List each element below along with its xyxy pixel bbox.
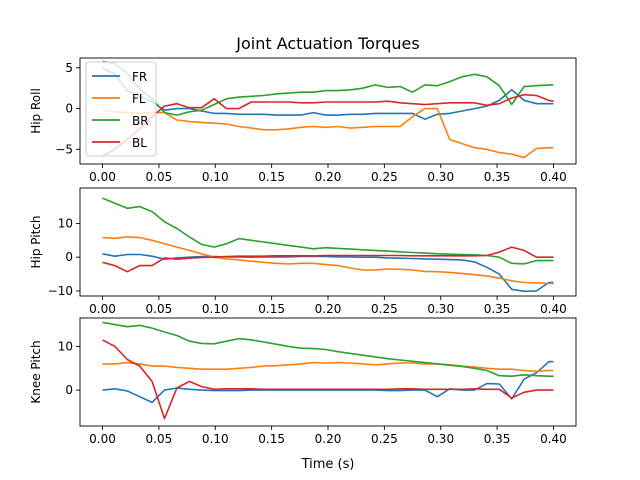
x-tick-label: 0.20 — [315, 302, 342, 316]
x-tick-label: 0.00 — [89, 302, 116, 316]
series-line-fl — [102, 236, 554, 285]
x-tick-label: 0.35 — [484, 432, 511, 446]
x-tick-label: 0.20 — [315, 432, 342, 446]
x-tick-label: 0.00 — [89, 432, 116, 446]
y-tick-label: 10 — [58, 216, 73, 230]
series-line-bl — [102, 246, 554, 273]
panel-knee-pitch: 0.00 0.05 0.10 0.15 0.20 0.25 0.30 0.35 0.40 0 10 K… — [29, 317, 577, 446]
legend: FR FL BR BL — [85, 61, 157, 157]
x-tick-label: 0.30 — [427, 432, 454, 446]
x-tick-label: 0.40 — [540, 302, 567, 316]
x-tick-label: 0.40 — [540, 432, 567, 446]
x-tick-label: 0.35 — [484, 170, 511, 184]
series-line-br — [102, 197, 554, 265]
y-axis-label: Hip Pitch — [29, 215, 43, 268]
y-tick-label: −10 — [48, 284, 73, 298]
series-line-fl — [102, 107, 554, 159]
y-tick-label: 10 — [58, 339, 73, 353]
series-line-bl — [102, 339, 554, 420]
x-tick-label: 0.05 — [146, 432, 173, 446]
series-line-br — [102, 60, 554, 116]
x-tick-label: 0.05 — [146, 302, 173, 316]
x-axis-label: Time (s) — [301, 457, 355, 472]
x-tick-label: 0.10 — [202, 432, 229, 446]
x-tick-label: 0.40 — [540, 170, 567, 184]
legend-label-bl: BL — [132, 136, 147, 150]
x-tick-label: 0.25 — [371, 432, 398, 446]
y-tick-label: −5 — [55, 142, 73, 156]
legend-label-fl: FL — [132, 92, 146, 106]
series-line-fr — [102, 253, 554, 293]
x-tick-label: 0.25 — [371, 170, 398, 184]
y-axis-label: Knee Pitch — [29, 340, 43, 403]
panel-hip-pitch: 0.00 0.05 0.10 0.15 0.20 0.25 0.30 0.35 0.40 −10 0… — [29, 187, 577, 316]
series-line-fr — [102, 67, 554, 120]
y-tick-label: 0 — [65, 250, 73, 264]
chart-title: Joint Actuation Torques — [235, 34, 419, 53]
x-tick-label: 0.00 — [89, 170, 116, 184]
x-tick-label: 0.25 — [371, 302, 398, 316]
legend-box — [85, 61, 157, 157]
x-tick-label: 0.20 — [315, 170, 342, 184]
series-line-bl — [102, 93, 554, 157]
x-tick-label: 0.15 — [258, 432, 285, 446]
series-line-br — [102, 321, 554, 378]
y-axis-label: Hip Roll — [29, 88, 43, 134]
x-tick-label: 0.30 — [427, 302, 454, 316]
y-tick-label: 0 — [65, 102, 73, 116]
series-line-fl — [102, 361, 554, 373]
x-tick-label: 0.10 — [202, 170, 229, 184]
x-tick-label: 0.30 — [427, 170, 454, 184]
plot-frame — [79, 317, 577, 427]
y-tick-label: 5 — [65, 61, 73, 75]
x-tick-label: 0.35 — [484, 302, 511, 316]
x-tick-label: 0.10 — [202, 302, 229, 316]
plot-frame — [79, 187, 577, 297]
y-tick-label: 0 — [65, 383, 73, 397]
legend-label-fr: FR — [132, 70, 147, 84]
x-tick-label: 0.15 — [258, 302, 285, 316]
x-tick-label: 0.05 — [146, 170, 173, 184]
panel-hip-roll: 0.00 0.05 0.10 0.15 0.20 0.25 0.30 0.35 0.40 −5 0 5… — [29, 57, 577, 184]
legend-label-br: BR — [132, 114, 149, 128]
x-tick-label: 0.15 — [258, 170, 285, 184]
series-line-fr — [102, 360, 554, 404]
